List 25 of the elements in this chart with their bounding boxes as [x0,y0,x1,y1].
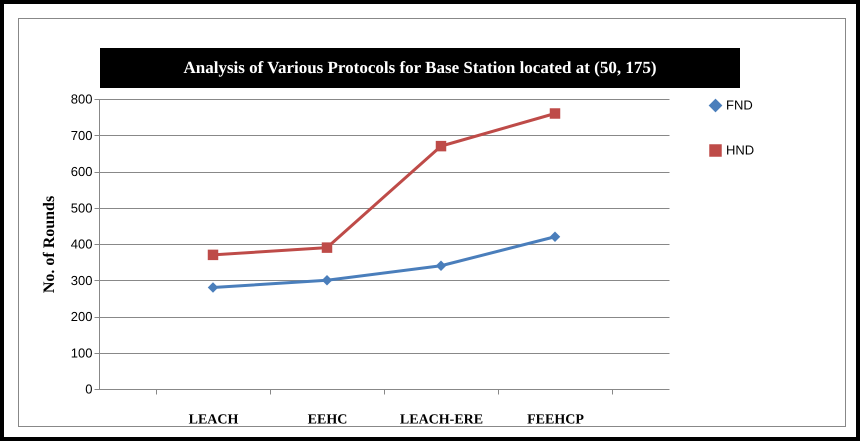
y-tick-label: 300 [70,272,92,288]
point [208,282,218,293]
y-tick-label: 400 [70,236,92,252]
point [322,242,332,253]
x-tick-label: LEACH-ERE [400,412,484,428]
legend-label: FND [726,98,753,112]
point [436,260,446,271]
y-axis-title: No. of Rounds [40,196,58,294]
point [550,232,560,242]
point [322,275,332,286]
y-tick-label: 800 [70,92,92,106]
point [550,108,560,119]
y-tick-label: 100 [70,345,92,360]
point [208,250,218,260]
point [436,140,446,152]
y-tick-label: 600 [70,164,92,179]
x-tick-label: LEACH [188,412,238,428]
legend-label: HND [726,142,754,158]
y-tick-label: 500 [70,200,92,216]
y-tick-label: 700 [70,128,92,143]
y-tick-label: 200 [70,309,92,324]
x-tick-label: FEEHCP [527,412,584,428]
y-tick-label: 0 [85,382,92,396]
x-tick-label: EEHC [308,412,348,428]
chart-title: Analysis of Various Protocols for Base Station located at (50, 175) [100,48,740,88]
